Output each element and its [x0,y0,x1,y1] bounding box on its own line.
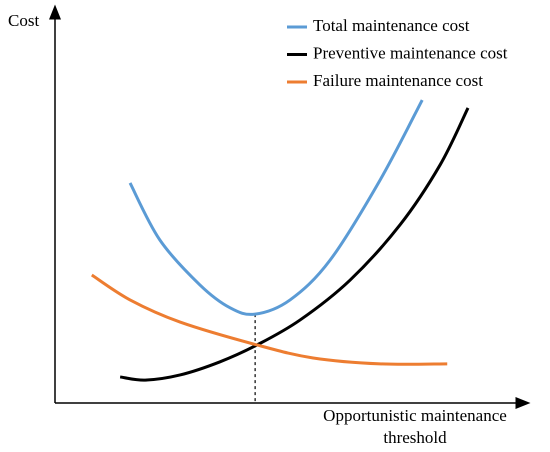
series-line [90,273,448,366]
series-line [128,99,424,316]
y-axis-label: Cost [8,11,39,30]
legend-label: Total maintenance cost [313,16,470,35]
series-line [119,107,470,382]
legend-label: Preventive maintenance cost [313,43,508,62]
x-axis-label: Opportunistic maintenance threshold [323,406,507,447]
legend-label: Failure maintenance cost [313,71,483,90]
